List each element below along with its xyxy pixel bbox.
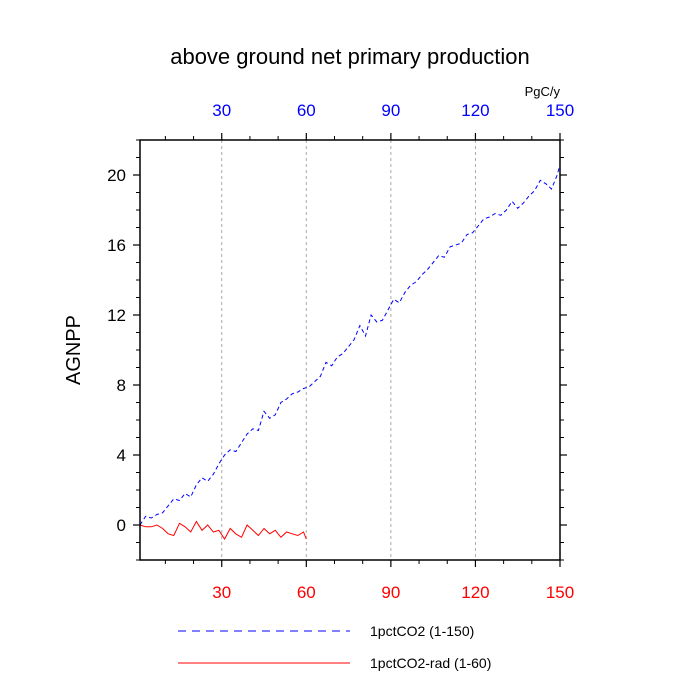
- x-tick-label-bottom: 90: [381, 583, 400, 602]
- x-tick-label-top: 120: [461, 101, 489, 120]
- y-tick-label: 12: [107, 306, 126, 325]
- x-tick-label-bottom: 60: [297, 583, 316, 602]
- chart-title: above ground net primary production: [170, 44, 530, 69]
- legend-label-2: 1pctCO2-rad (1-60): [370, 655, 491, 671]
- x-tick-label-bottom: 120: [461, 583, 489, 602]
- series-line-2: [139, 520, 307, 540]
- x-tick-label-top: 90: [381, 101, 400, 120]
- units-label: PgC/y: [525, 84, 561, 99]
- x-tick-label-bottom: 150: [546, 583, 574, 602]
- x-tick-label-top: 30: [212, 101, 231, 120]
- x-tick-label-top: 60: [297, 101, 316, 120]
- grid-lines: [221, 140, 476, 560]
- y-tick-label: 20: [107, 166, 126, 185]
- x-tick-label-bottom: 30: [212, 583, 231, 602]
- plot-frame: [139, 139, 561, 561]
- series-layer: [139, 164, 561, 540]
- y-tick-label: 4: [117, 446, 126, 465]
- y-tick-label: 8: [117, 376, 126, 395]
- series-line-1: [139, 164, 561, 526]
- legend: 1pctCO2 (1-150) 1pctCO2-rad (1-60): [178, 623, 491, 671]
- y-tick-label: 0: [117, 516, 126, 535]
- x-tick-label-top: 150: [546, 101, 574, 120]
- axis-ticks: 30 30 60 60 90 90 120 120 150 150 0 4 8 12 16 20: [107, 101, 574, 602]
- y-tick-label: 16: [107, 236, 126, 255]
- y-axis-label: AGNPP: [63, 315, 85, 385]
- legend-label-1: 1pctCO2 (1-150): [370, 623, 474, 639]
